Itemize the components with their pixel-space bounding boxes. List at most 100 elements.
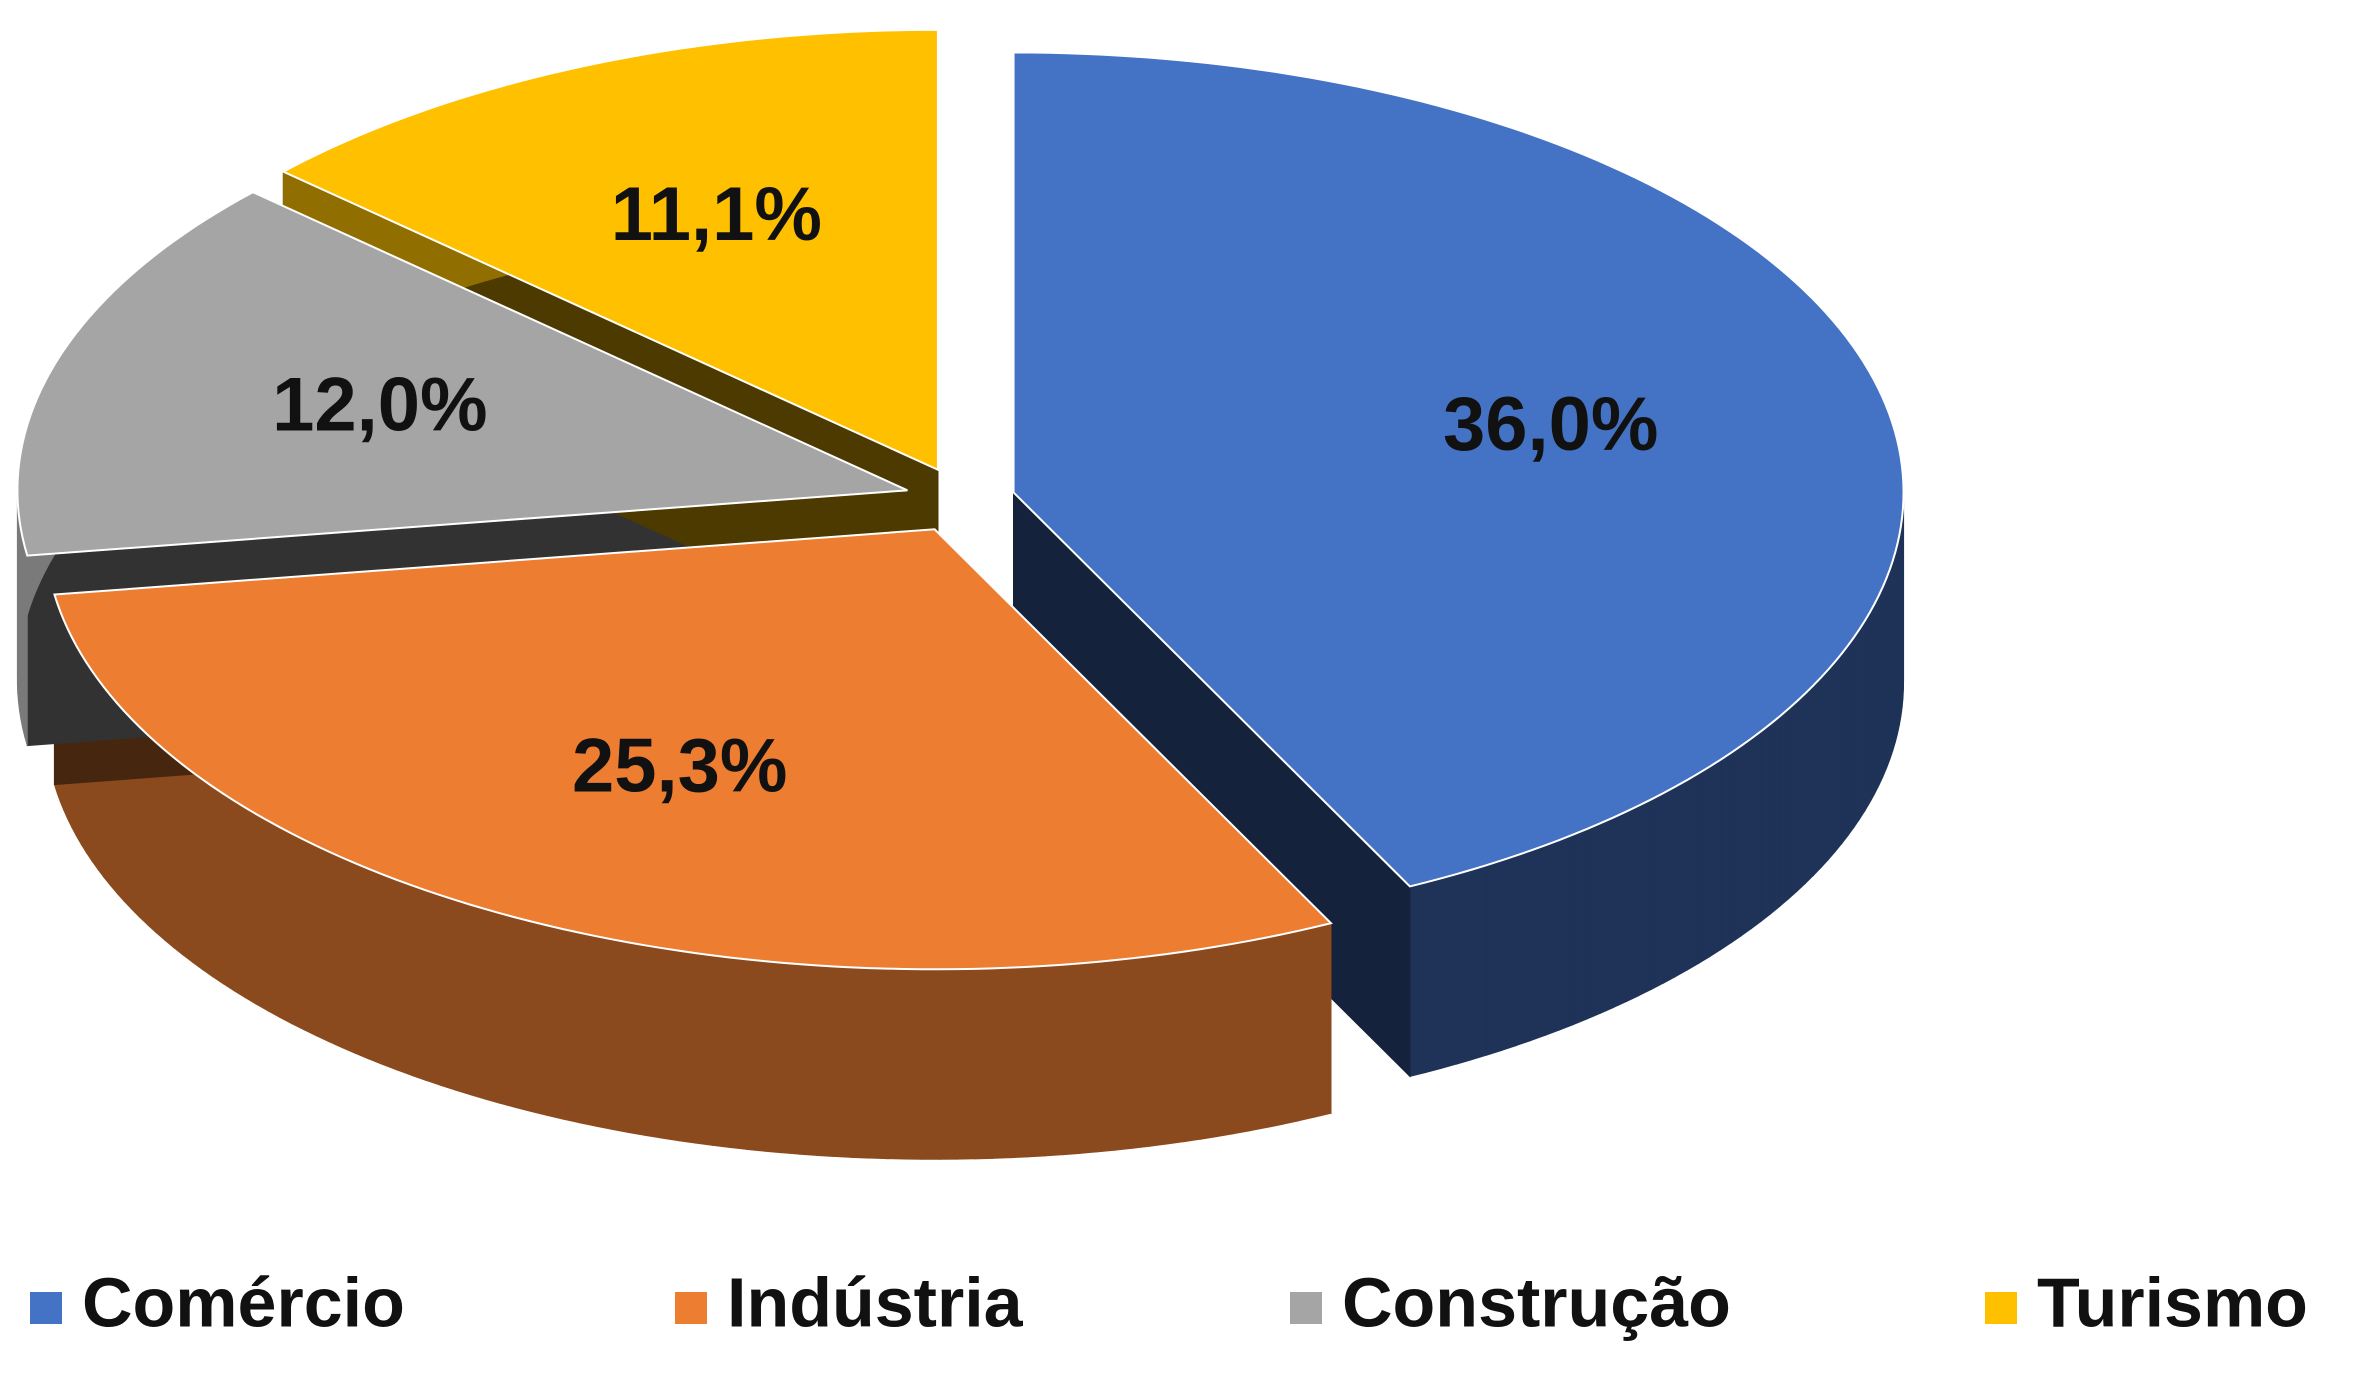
slice-wall <box>1820 668 1829 869</box>
slice-wall <box>644 944 663 1139</box>
slice-wall <box>396 879 412 1076</box>
slice-wall <box>1114 957 1133 1151</box>
slice-wall <box>454 899 471 1096</box>
slice-wall <box>439 894 456 1091</box>
slice-wall <box>578 932 596 1127</box>
slice-wall <box>1882 577 1887 777</box>
slice-wall <box>469 903 486 1100</box>
slice-wall <box>1663 785 1677 984</box>
slice-wall <box>1779 707 1790 908</box>
slice-wall <box>833 965 852 1158</box>
slice-wall <box>1165 951 1184 1145</box>
slice-wall <box>1249 936 1268 1132</box>
slice-wall <box>850 966 870 1159</box>
slice-wall <box>484 908 501 1104</box>
slice-wall <box>694 952 714 1146</box>
slice-wall <box>291 832 305 1031</box>
slice-wall <box>1834 652 1843 853</box>
slice-wall <box>316 845 330 1043</box>
slice-wall <box>974 967 993 1160</box>
slice-wall <box>903 968 923 1160</box>
slice <box>281 28 939 472</box>
slice-wall <box>222 792 235 992</box>
slice-wall <box>1864 610 1871 813</box>
slice-wall <box>1788 699 1798 900</box>
slice-wall <box>515 916 532 1113</box>
slice-wall <box>1625 804 1640 1003</box>
slice-wall <box>244 806 257 1005</box>
slice-wall <box>1501 854 1517 1052</box>
data-labels: 36,0% 25,3% 12,0% 11,1% <box>272 172 1658 808</box>
legend-swatch <box>30 1292 62 1324</box>
legend-label: Turismo <box>2037 1263 2308 1341</box>
slice-wall <box>1298 926 1316 1122</box>
slice-wall <box>546 924 564 1120</box>
slice-wall <box>1812 676 1822 877</box>
slice-wall <box>1062 962 1081 1156</box>
slice-wall <box>279 826 293 1025</box>
slice-wall <box>1572 828 1588 1026</box>
slice-wall <box>1874 594 1880 794</box>
slice-wall <box>212 785 224 985</box>
slice-wall <box>410 884 426 1081</box>
slice-wall <box>1675 779 1688 978</box>
legend: Comércio Indústria Construção Turismo <box>30 1263 2308 1341</box>
slice-wall <box>1216 943 1235 1138</box>
slice-wall <box>1182 948 1201 1143</box>
slice-wall <box>1698 765 1711 965</box>
slice-wall <box>1586 822 1601 1020</box>
slice-wall <box>815 964 835 1157</box>
slice-wall <box>746 958 765 1152</box>
slice-wall <box>956 968 976 1160</box>
slice-wall <box>1827 660 1836 861</box>
slice <box>16 191 908 557</box>
slice-wall <box>1650 792 1665 991</box>
slice-wall <box>1515 849 1532 1047</box>
slice-wall <box>678 950 696 1144</box>
legend-swatch <box>1985 1292 2017 1324</box>
slice-wall <box>1409 881 1427 1078</box>
data-label: 36,0% <box>1443 382 1659 467</box>
data-label: 12,0% <box>272 362 488 447</box>
slice-wall <box>1796 692 1806 893</box>
slice-wall <box>1131 955 1150 1149</box>
slice-wall <box>499 912 517 1109</box>
legend-label: Indústria <box>727 1263 1024 1341</box>
slice-wall <box>192 771 204 971</box>
slice-wall <box>1425 877 1442 1074</box>
slice-wall <box>763 960 783 1154</box>
slice-wall <box>1709 758 1722 958</box>
slice-wall <box>1760 722 1772 923</box>
slice-wall <box>1730 744 1743 944</box>
slice-wall <box>530 920 548 1117</box>
slice-wall <box>1686 772 1700 971</box>
slice-wall <box>1853 627 1861 829</box>
slice-wall <box>562 928 580 1124</box>
slice <box>53 528 1333 971</box>
slice-wall <box>1544 839 1560 1037</box>
slice-wall <box>255 813 269 1012</box>
slice-wall <box>1741 737 1753 937</box>
slice-wall <box>712 954 731 1149</box>
slice-wall <box>627 941 646 1136</box>
slice-wall <box>991 967 1011 1159</box>
slice-wall <box>233 799 246 999</box>
pie-tops <box>16 28 1905 971</box>
slice-wall <box>781 962 800 1155</box>
slice-wall <box>1440 873 1458 1069</box>
slice-wall <box>1486 859 1503 1056</box>
slice-wall <box>921 968 941 1160</box>
slice-wall <box>1282 930 1300 1125</box>
slice-wall <box>202 778 214 978</box>
slice-wall <box>1456 868 1473 1065</box>
data-label: 25,3% <box>572 723 788 808</box>
slice-wall <box>1599 816 1614 1015</box>
slice-wall <box>1770 715 1781 915</box>
slice <box>1012 51 1905 888</box>
slice-wall <box>303 838 318 1037</box>
slice-wall <box>661 947 680 1142</box>
slice-wall <box>1096 959 1116 1153</box>
slice-wall <box>341 856 357 1055</box>
